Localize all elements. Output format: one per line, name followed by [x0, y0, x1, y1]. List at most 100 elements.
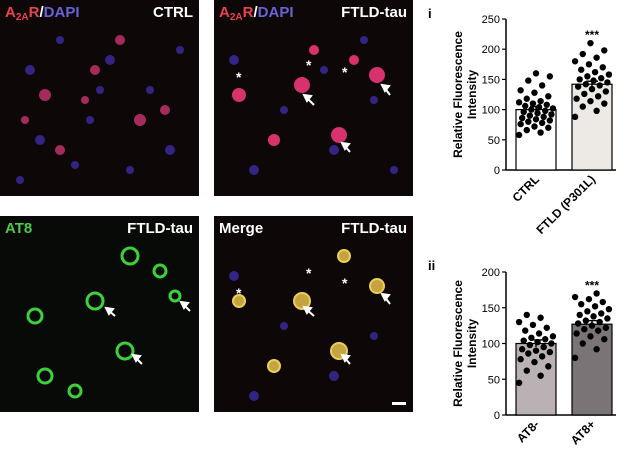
data-point — [529, 100, 537, 107]
x-tick-label: FTLD (P301L) — [534, 172, 599, 237]
data-point — [532, 70, 540, 77]
y-axis-label-line2: Intensity — [465, 70, 479, 120]
x-tick-label: AT8+ — [568, 417, 598, 447]
data-point — [594, 93, 602, 100]
micrograph-a2ar-ctrl: A2AR/DAPI CTRL — [0, 0, 199, 196]
data-point — [579, 50, 586, 58]
data-point — [601, 47, 608, 54]
data-point — [579, 340, 586, 347]
data-point — [538, 353, 546, 360]
data-point — [543, 324, 550, 331]
data-point — [534, 110, 541, 117]
data-point — [573, 330, 580, 337]
data-point — [604, 79, 611, 86]
data-point — [573, 95, 580, 102]
data-point — [537, 97, 544, 105]
svg-text:*: * — [342, 64, 348, 80]
data-point — [522, 327, 529, 334]
data-point — [515, 318, 523, 326]
y-axis-label: Relative FluorescenceIntensity — [451, 31, 479, 158]
data-point — [515, 379, 523, 387]
data-point — [526, 112, 534, 119]
data-point — [526, 341, 534, 349]
data-point — [585, 61, 593, 68]
data-point — [587, 97, 594, 105]
condition-label: FTLD-tau — [341, 220, 407, 237]
data-point — [523, 126, 530, 134]
data-point — [574, 83, 582, 90]
data-point — [585, 295, 593, 303]
data-point — [532, 347, 540, 354]
panel-letter-ii: ii — [428, 258, 436, 273]
data-point — [578, 66, 585, 73]
y-tick-label: 50 — [488, 374, 500, 386]
data-point — [523, 311, 530, 319]
data-point — [574, 320, 582, 327]
y-tick-label: 100 — [482, 339, 500, 351]
data-point — [517, 87, 524, 94]
stain-label: AT8 — [5, 220, 33, 237]
data-point — [542, 107, 549, 115]
data-point — [576, 76, 583, 83]
cell-image — [26, 246, 191, 399]
data-point — [581, 90, 588, 98]
data-point — [571, 113, 579, 121]
data-point — [518, 346, 526, 353]
data-point — [591, 68, 599, 76]
data-point — [549, 333, 557, 340]
cell-image: * * * — [229, 249, 406, 405]
data-point — [520, 337, 527, 344]
data-point — [593, 290, 600, 297]
data-point — [515, 99, 523, 106]
y-axis-label-line1: Relative Fluorescence — [451, 31, 465, 158]
data-point — [528, 106, 535, 113]
data-point — [517, 356, 524, 363]
data-point — [602, 88, 610, 95]
chart-i-svg: Relative FluorescenceIntensity 0 50 100 150 2… — [451, 14, 616, 237]
data-point — [571, 354, 579, 361]
y-tick-label: 250 — [482, 14, 500, 26]
data-point — [531, 123, 538, 130]
x-tick-label: AT8- — [514, 417, 542, 445]
data-point — [538, 119, 546, 127]
condition-label: FTLD-tau — [127, 220, 193, 237]
data-point — [584, 73, 591, 80]
data-point — [571, 58, 579, 65]
data-point — [525, 77, 532, 84]
data-point — [571, 293, 579, 301]
stain-label: A2AR/DAPI — [219, 4, 294, 23]
data-point — [531, 358, 538, 366]
data-point — [548, 340, 555, 347]
data-point — [545, 124, 552, 131]
y-tick-label: 200 — [482, 267, 500, 279]
y-tick-label: 200 — [482, 44, 500, 56]
data-point — [579, 103, 586, 110]
y-tick-label: 50 — [488, 135, 500, 147]
data-point — [518, 114, 526, 122]
chart-ii: Relative FluorescenceIntensity 0 50 100 150 2… — [440, 250, 627, 458]
data-point — [525, 350, 532, 357]
micrograph-a2ar-ftld: * * * A2AR/DAPI FTLD-tau — [214, 0, 413, 196]
data-point — [537, 314, 544, 321]
stain-label: Merge — [219, 220, 264, 237]
data-point — [532, 116, 540, 123]
data-point — [545, 93, 552, 100]
data-point — [542, 336, 549, 343]
y-tick-label: 0 — [494, 165, 500, 177]
svg-text:*: * — [306, 57, 312, 73]
panel-letter-i: i — [428, 6, 432, 21]
svg-text:*: * — [306, 265, 312, 281]
data-point — [531, 89, 538, 96]
y-tick-label: 150 — [482, 303, 500, 315]
data-point — [546, 73, 554, 80]
data-point — [584, 308, 591, 315]
data-point — [598, 310, 605, 317]
data-point — [587, 333, 594, 340]
data-point — [515, 131, 523, 139]
data-point — [523, 367, 530, 374]
data-point — [601, 100, 608, 107]
data-point — [605, 305, 613, 313]
data-point — [538, 82, 546, 89]
data-point — [549, 105, 557, 112]
cell-image: * * * — [229, 36, 398, 175]
